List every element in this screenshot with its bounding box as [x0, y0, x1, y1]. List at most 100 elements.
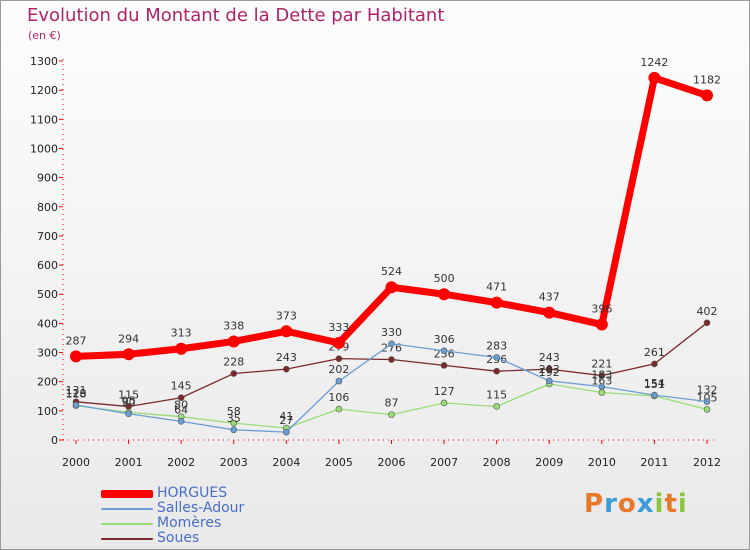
data-point-salles-adour: [125, 410, 132, 418]
data-label-soues: 115: [118, 388, 139, 401]
data-label-momeres: 95: [122, 394, 136, 407]
data-point-horgues: [70, 350, 82, 363]
logo-letter: P: [584, 489, 605, 519]
y-tick-label: 400: [37, 317, 58, 330]
data-point-horgues: [543, 306, 556, 319]
data-label-horgues: 1242: [640, 56, 668, 69]
y-tick-label: 0: [51, 434, 58, 447]
data-label-momeres: 106: [328, 391, 349, 404]
data-point-salles-adour: [440, 347, 448, 355]
data-point-horgues: [595, 318, 608, 331]
data-label-horgues: 524: [381, 265, 402, 278]
data-point-horgues: [701, 89, 713, 102]
logo-letter: x: [636, 489, 655, 519]
y-tick-label: 300: [37, 347, 58, 360]
data-label-soues: 243: [539, 351, 560, 364]
data-point-horgues: [438, 288, 451, 301]
data-point-salles-adour: [335, 377, 343, 385]
data-point-horgues: [490, 296, 503, 309]
data-point-horgues: [122, 348, 135, 361]
data-label-salles-adour: 203: [539, 363, 560, 376]
data-label-horgues: 333: [328, 321, 349, 334]
y-tick-label: 1100: [30, 113, 58, 126]
data-label-horgues: 396: [591, 303, 612, 316]
data-point-salles-adour: [388, 340, 395, 348]
data-point-momeres: [230, 419, 238, 427]
data-label-momeres: 115: [486, 388, 507, 401]
data-label-horgues: 437: [539, 291, 560, 304]
data-label-horgues: 471: [486, 281, 507, 294]
data-label-horgues: 313: [171, 327, 192, 340]
x-tick-label: 2012: [693, 456, 721, 469]
logo-letter: i: [677, 489, 688, 519]
data-label-momeres: 163: [591, 374, 612, 387]
data-label-salles-adour: 202: [328, 363, 349, 376]
x-tick-label: 2008: [483, 456, 511, 469]
data-label-soues: 243: [276, 351, 297, 364]
data-label-soues: 228: [223, 356, 244, 369]
legend-label-salles-adour: Salles-Adour: [157, 500, 245, 516]
data-label-salles-adour: 90: [122, 396, 136, 409]
data-point-soues: [703, 319, 711, 327]
x-tick-label: 2007: [430, 456, 458, 469]
data-point-soues: [598, 372, 606, 379]
data-point-soues: [230, 370, 238, 377]
data-label-momeres: 118: [66, 388, 87, 401]
data-label-soues: 131: [66, 384, 87, 397]
chart-title: Evolution du Montant de la Dette par Hab…: [27, 5, 445, 26]
x-tick-label: 2006: [378, 456, 406, 469]
data-label-horgues: 338: [223, 319, 244, 332]
data-label-momeres: 80: [174, 399, 188, 412]
data-point-salles-adour: [651, 391, 658, 399]
data-label-horgues: 373: [276, 309, 297, 322]
data-point-salles-adour: [72, 401, 80, 409]
y-tick-label: 700: [37, 230, 58, 243]
x-tick-label: 2003: [220, 456, 248, 469]
data-label-horgues: 1182: [693, 73, 721, 86]
data-point-horgues: [648, 71, 661, 84]
data-label-salles-adour: 330: [381, 326, 402, 339]
data-label-momeres: 41: [279, 410, 293, 423]
data-label-horgues: 294: [118, 332, 139, 345]
data-point-momeres: [493, 403, 500, 410]
x-tick-label: 2010: [588, 456, 616, 469]
legend-swatch-momeres: [101, 523, 153, 525]
data-label-soues: 402: [697, 305, 718, 318]
legend-label-momeres: Momères: [157, 515, 222, 531]
data-label-salles-adour: 132: [697, 384, 718, 397]
series-line-horgues: [72, 74, 711, 360]
data-label-soues: 261: [644, 346, 665, 359]
data-point-momeres: [703, 406, 711, 413]
data-label-soues: 221: [591, 358, 612, 371]
data-label-horgues: 287: [66, 334, 87, 347]
x-tick-label: 2000: [62, 456, 90, 469]
y-tick-label: 1000: [30, 142, 58, 155]
data-point-soues: [283, 365, 290, 373]
x-tick-label: 2009: [535, 456, 563, 469]
data-point-salles-adour: [703, 398, 711, 405]
y-tick-label: 600: [37, 259, 58, 272]
logo-letter: i: [654, 489, 665, 519]
data-point-salles-adour: [230, 426, 238, 434]
logo-letter: r: [604, 489, 618, 519]
data-point-momeres: [388, 411, 395, 418]
data-label-momeres: 87: [385, 397, 399, 410]
data-point-salles-adour: [177, 418, 185, 425]
data-point-soues: [335, 355, 343, 362]
data-point-soues: [177, 394, 185, 402]
data-point-horgues: [332, 336, 345, 349]
x-tick-label: 2001: [115, 456, 143, 469]
data-label-salles-adour: 35: [227, 412, 241, 425]
data-point-salles-adour: [545, 377, 553, 385]
x-tick-label: 2004: [272, 456, 300, 469]
legend-swatch-soues: [101, 538, 153, 540]
data-point-salles-adour: [598, 383, 606, 390]
data-point-soues: [440, 362, 448, 369]
logo-letter: t: [664, 489, 678, 519]
y-tick-label: 200: [37, 376, 58, 389]
data-point-soues: [651, 360, 658, 368]
data-label-momeres: 127: [434, 385, 455, 398]
legend-swatch-horgues: [101, 490, 153, 498]
